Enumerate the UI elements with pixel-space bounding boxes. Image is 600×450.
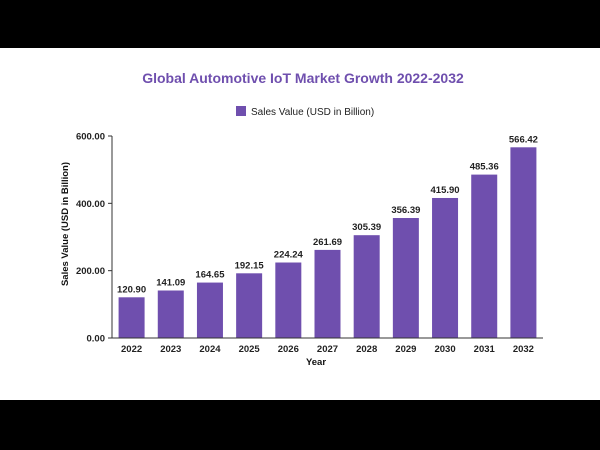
bar-2028 <box>353 235 380 338</box>
data-label-2030: 415.90 <box>431 185 460 196</box>
legend-swatch <box>236 106 246 116</box>
bar-2031 <box>471 174 498 338</box>
y-axis-label: Sales Value (USD in Billion) <box>60 162 71 286</box>
bar-2022 <box>118 297 145 338</box>
bar-2026 <box>275 262 302 338</box>
x-tick-label: 2029 <box>395 344 416 355</box>
x-tick-label: 2026 <box>278 344 299 355</box>
bar-2023 <box>157 290 184 338</box>
data-label-2031: 485.36 <box>470 162 499 173</box>
bars <box>118 147 537 338</box>
bar-2025 <box>236 273 263 338</box>
axes <box>111 136 543 339</box>
legend-label: Sales Value (USD in Billion) <box>251 107 374 118</box>
x-tick-label: 2022 <box>121 344 142 355</box>
data-label-2023: 141.09 <box>156 277 185 288</box>
data-label-2028: 305.39 <box>352 222 381 233</box>
bar-2024 <box>196 282 223 338</box>
data-label-2026: 224.24 <box>274 250 304 261</box>
data-label-2024: 164.65 <box>195 270 225 281</box>
y-tick-label: 400.00 <box>76 199 105 210</box>
legend: Sales Value (USD in Billion) <box>236 106 374 118</box>
data-label-2022: 120.90 <box>117 284 146 295</box>
y-tick-label: 0.00 <box>87 334 106 345</box>
x-tick-label: 2027 <box>317 344 338 355</box>
chart-frame: Global Automotive IoT Market Growth 2022… <box>0 48 600 400</box>
bar-2032 <box>510 147 537 338</box>
x-tick-label: 2028 <box>356 344 377 355</box>
data-label-2032: 566.42 <box>509 134 538 145</box>
y-axis-ticks: 0.00 200.00 400.00 600.00 <box>76 132 112 345</box>
x-tick-label: 2025 <box>239 344 261 355</box>
x-axis-label: Year <box>306 357 326 368</box>
x-tick-label: 2031 <box>474 344 496 355</box>
chart-title: Global Automotive IoT Market Growth 2022… <box>142 70 464 86</box>
bar-2027 <box>314 249 341 338</box>
x-axis-ticks: 2022 2023 2024 2025 2026 2027 2028 2029 2030 2031… <box>121 344 534 355</box>
data-labels: 120.90 141.09 164.65 192.15 224.24 261.69 305.… <box>117 134 538 295</box>
bar-2029 <box>392 218 419 338</box>
data-label-2027: 261.69 <box>313 237 342 248</box>
y-tick-label: 200.00 <box>76 266 105 277</box>
x-tick-label: 2030 <box>434 344 455 355</box>
data-label-2029: 356.39 <box>391 205 420 216</box>
x-tick-label: 2023 <box>160 344 181 355</box>
y-tick-label: 600.00 <box>76 132 105 143</box>
bar-2030 <box>432 197 459 338</box>
bar-chart: Global Automotive IoT Market Growth 2022… <box>60 70 543 368</box>
data-label-2025: 192.15 <box>235 260 265 271</box>
x-tick-label: 2032 <box>513 344 534 355</box>
x-tick-label: 2024 <box>199 344 221 355</box>
